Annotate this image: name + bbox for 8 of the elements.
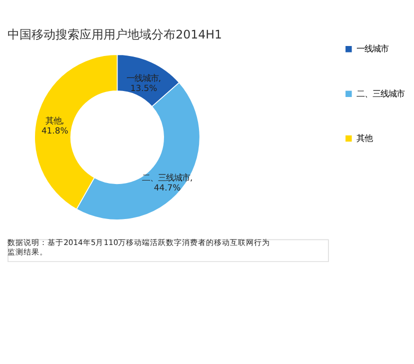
legend-label: 二、三线城市 xyxy=(356,88,405,98)
legend-label: 其他 xyxy=(356,133,373,144)
legend-label: 一线城市 xyxy=(356,44,389,54)
text: 数据说明：基于2014年5月110万移动端活跃数字消费者的移动互联网行为监测结果。 xyxy=(8,238,270,256)
data-label: 一线城市, 13.5% xyxy=(126,72,162,94)
data-label: 其他, 41.8% xyxy=(41,115,68,136)
data-label: 二、三线城市, 44.7% xyxy=(142,172,193,193)
chart-title: 中国移动搜索应用用户地域分布2014H1 xyxy=(8,28,222,42)
